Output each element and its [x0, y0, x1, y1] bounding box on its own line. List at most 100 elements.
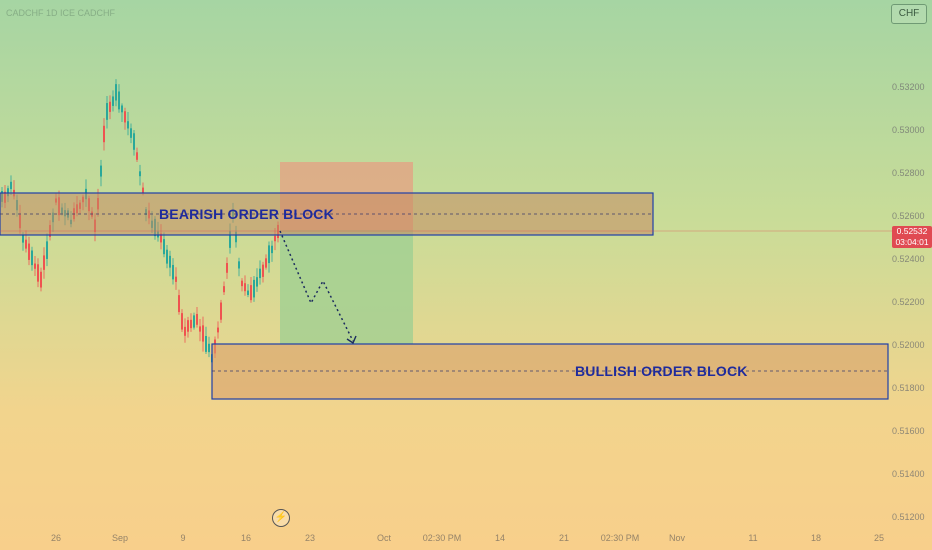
candle-body [178, 295, 180, 313]
time-axis-label: 02:30 PM [422, 533, 462, 543]
candle-body [256, 277, 258, 287]
candle-body [175, 276, 177, 282]
time-axis-label: 9 [180, 533, 186, 543]
candle-body [139, 171, 141, 177]
candle-body [106, 103, 108, 120]
candle-body [208, 343, 210, 353]
candle-body [169, 255, 171, 268]
time-axis-label: 23 [304, 533, 316, 543]
candle-body [259, 268, 261, 279]
time-axis-label: 18 [810, 533, 822, 543]
bearish-label: BEARISH ORDER BLOCK [159, 206, 334, 222]
currency-button[interactable]: CHF [891, 4, 927, 24]
candle-body [118, 91, 120, 110]
lightning-icon[interactable]: ⚡ [272, 509, 290, 527]
candle-body [46, 241, 48, 259]
candle-body [22, 235, 24, 243]
projection-path [279, 230, 354, 342]
candle-body [271, 245, 273, 254]
candle-body [43, 255, 45, 270]
candle-body [199, 326, 201, 332]
candle-body [205, 336, 207, 352]
candle-body [184, 326, 186, 336]
candle-body [202, 325, 204, 342]
candle-body [103, 125, 105, 143]
price-axis-label: 0.53200 [892, 82, 925, 92]
candle-body [160, 233, 162, 243]
candle-body [133, 133, 135, 150]
candle-body [112, 96, 114, 106]
time-axis-label: Nov [668, 533, 686, 543]
take-profit-zone [280, 230, 413, 344]
candle-body [7, 188, 9, 197]
time-axis-label: 26 [50, 533, 62, 543]
candle-body [268, 245, 270, 264]
candle-body [220, 302, 222, 320]
candle-body [121, 105, 123, 113]
time-axis-label: 25 [873, 533, 885, 543]
price-axis-label: 0.51600 [892, 426, 925, 436]
candle-body [40, 271, 42, 288]
candle-body [217, 327, 219, 333]
candle-body [115, 84, 117, 101]
time-axis-label: 21 [558, 533, 570, 543]
current-price-box: 0.52532 03:04:01 [892, 226, 932, 248]
price-axis-label: 0.51800 [892, 383, 925, 393]
candle-body [100, 165, 102, 177]
price-axis-label: 0.51200 [892, 512, 925, 522]
price-axis-label: 0.52200 [892, 297, 925, 307]
candle-body [142, 187, 144, 194]
candle-body [235, 231, 237, 243]
candle-body [31, 250, 33, 266]
candle-body [181, 313, 183, 330]
candle-body [127, 121, 129, 129]
time-axis-label: Sep [111, 533, 129, 543]
candle-body [109, 101, 111, 112]
chart-title: CADCHF 1D ICE CADCHF [6, 8, 116, 18]
time-axis-label: Oct [376, 533, 392, 543]
countdown-value: 03:04:01 [895, 237, 929, 247]
candle-body [223, 286, 225, 293]
candle-body [37, 264, 39, 282]
candle-body [238, 261, 240, 269]
projection-arrowhead [346, 335, 357, 345]
candle-body [34, 263, 36, 269]
bullish-order-block[interactable] [211, 343, 889, 400]
price-axis-label: 0.51400 [892, 469, 925, 479]
bullish-label: BULLISH ORDER BLOCK [575, 363, 748, 379]
price-axis-label: 0.52600 [892, 211, 925, 221]
time-axis-label: 14 [494, 533, 506, 543]
candle-body [136, 152, 138, 160]
candle-body [226, 263, 228, 273]
price-axis-label: 0.52000 [892, 340, 925, 350]
time-axis-label: 02:30 PM [600, 533, 640, 543]
candle-body [229, 231, 231, 248]
candle-body [265, 258, 267, 268]
candle-body [241, 280, 243, 287]
candle-body [247, 290, 249, 295]
price-axis-label: 0.53000 [892, 125, 925, 135]
candle-body [196, 313, 198, 325]
time-axis-label: 16 [240, 533, 252, 543]
candle-body [10, 181, 12, 190]
time-axis-label: 11 [748, 533, 758, 543]
candle-body [124, 111, 126, 123]
candle-body [250, 285, 252, 301]
candle-body [262, 264, 264, 277]
price-axis-label: 0.52800 [892, 168, 925, 178]
candle-body [193, 315, 195, 328]
candle-body [190, 319, 192, 329]
candle-body [25, 239, 27, 249]
candle-body [163, 239, 165, 255]
current-price-value: 0.52532 [896, 226, 928, 236]
candle-body [130, 128, 132, 138]
candle-body [28, 243, 30, 260]
price-axis-label: 0.52400 [892, 254, 925, 264]
candle-body [244, 283, 246, 292]
candle-body [172, 264, 174, 280]
candle-body [274, 235, 276, 242]
candle-body [166, 249, 168, 264]
candle-body [187, 320, 189, 332]
